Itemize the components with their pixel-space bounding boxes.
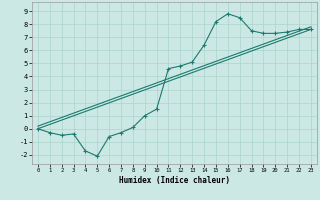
X-axis label: Humidex (Indice chaleur): Humidex (Indice chaleur) [119,176,230,185]
